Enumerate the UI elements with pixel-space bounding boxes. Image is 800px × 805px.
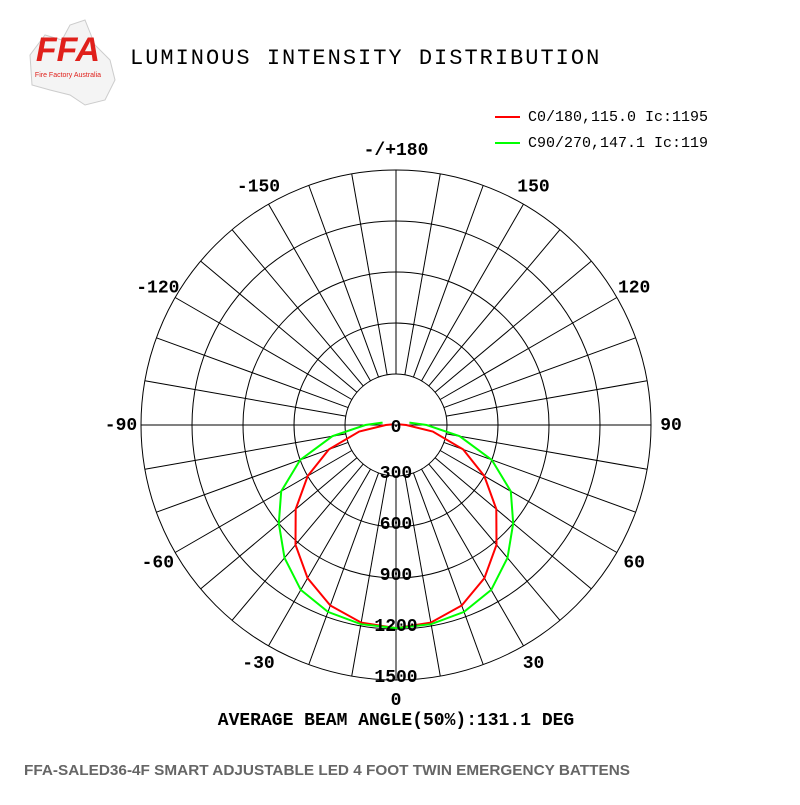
theta-tick-label: -/+180: [364, 141, 429, 161]
theta-tick-label: 120: [618, 278, 650, 298]
theta-tick-label: -150: [237, 178, 280, 198]
theta-tick-label: 150: [517, 178, 549, 198]
r-tick-label: 0: [391, 418, 402, 438]
theta-tick-label: 30: [523, 654, 545, 674]
r-tick-label: 1200: [374, 617, 417, 637]
logo-map: [29, 19, 116, 106]
theta-tick-label: -30: [242, 654, 274, 674]
theta-tick-label: -120: [136, 278, 179, 298]
logo-text: FFA: [36, 31, 100, 69]
legend-label: C0/180,115.0 Ic:1195: [528, 109, 708, 126]
series-line: [277, 421, 515, 630]
legend-label: C90/270,147.1 Ic:119: [528, 135, 708, 152]
theta-tick-label: 90: [660, 416, 682, 436]
r-tick-label: 1500: [374, 668, 417, 688]
theta-tick-label: -90: [105, 416, 137, 436]
r-tick-label: 900: [380, 566, 412, 586]
theta-tick-label: 0: [391, 691, 402, 711]
theta-tick-label: -60: [142, 553, 174, 573]
logo-subtext: Fire Factory Australia: [35, 72, 101, 79]
caption: FFA-SALED36-4F SMART ADJUSTABLE LED 4 FO…: [24, 762, 630, 779]
annotation: AVERAGE BEAM ANGLE(50%):131.1 DEG: [218, 711, 574, 731]
r-tick-label: 600: [380, 515, 412, 535]
theta-tick-label: 60: [623, 553, 645, 573]
r-tick-label: 300: [380, 464, 412, 484]
chart-title: LUMINOUS INTENSITY DISTRIBUTION: [130, 46, 601, 71]
